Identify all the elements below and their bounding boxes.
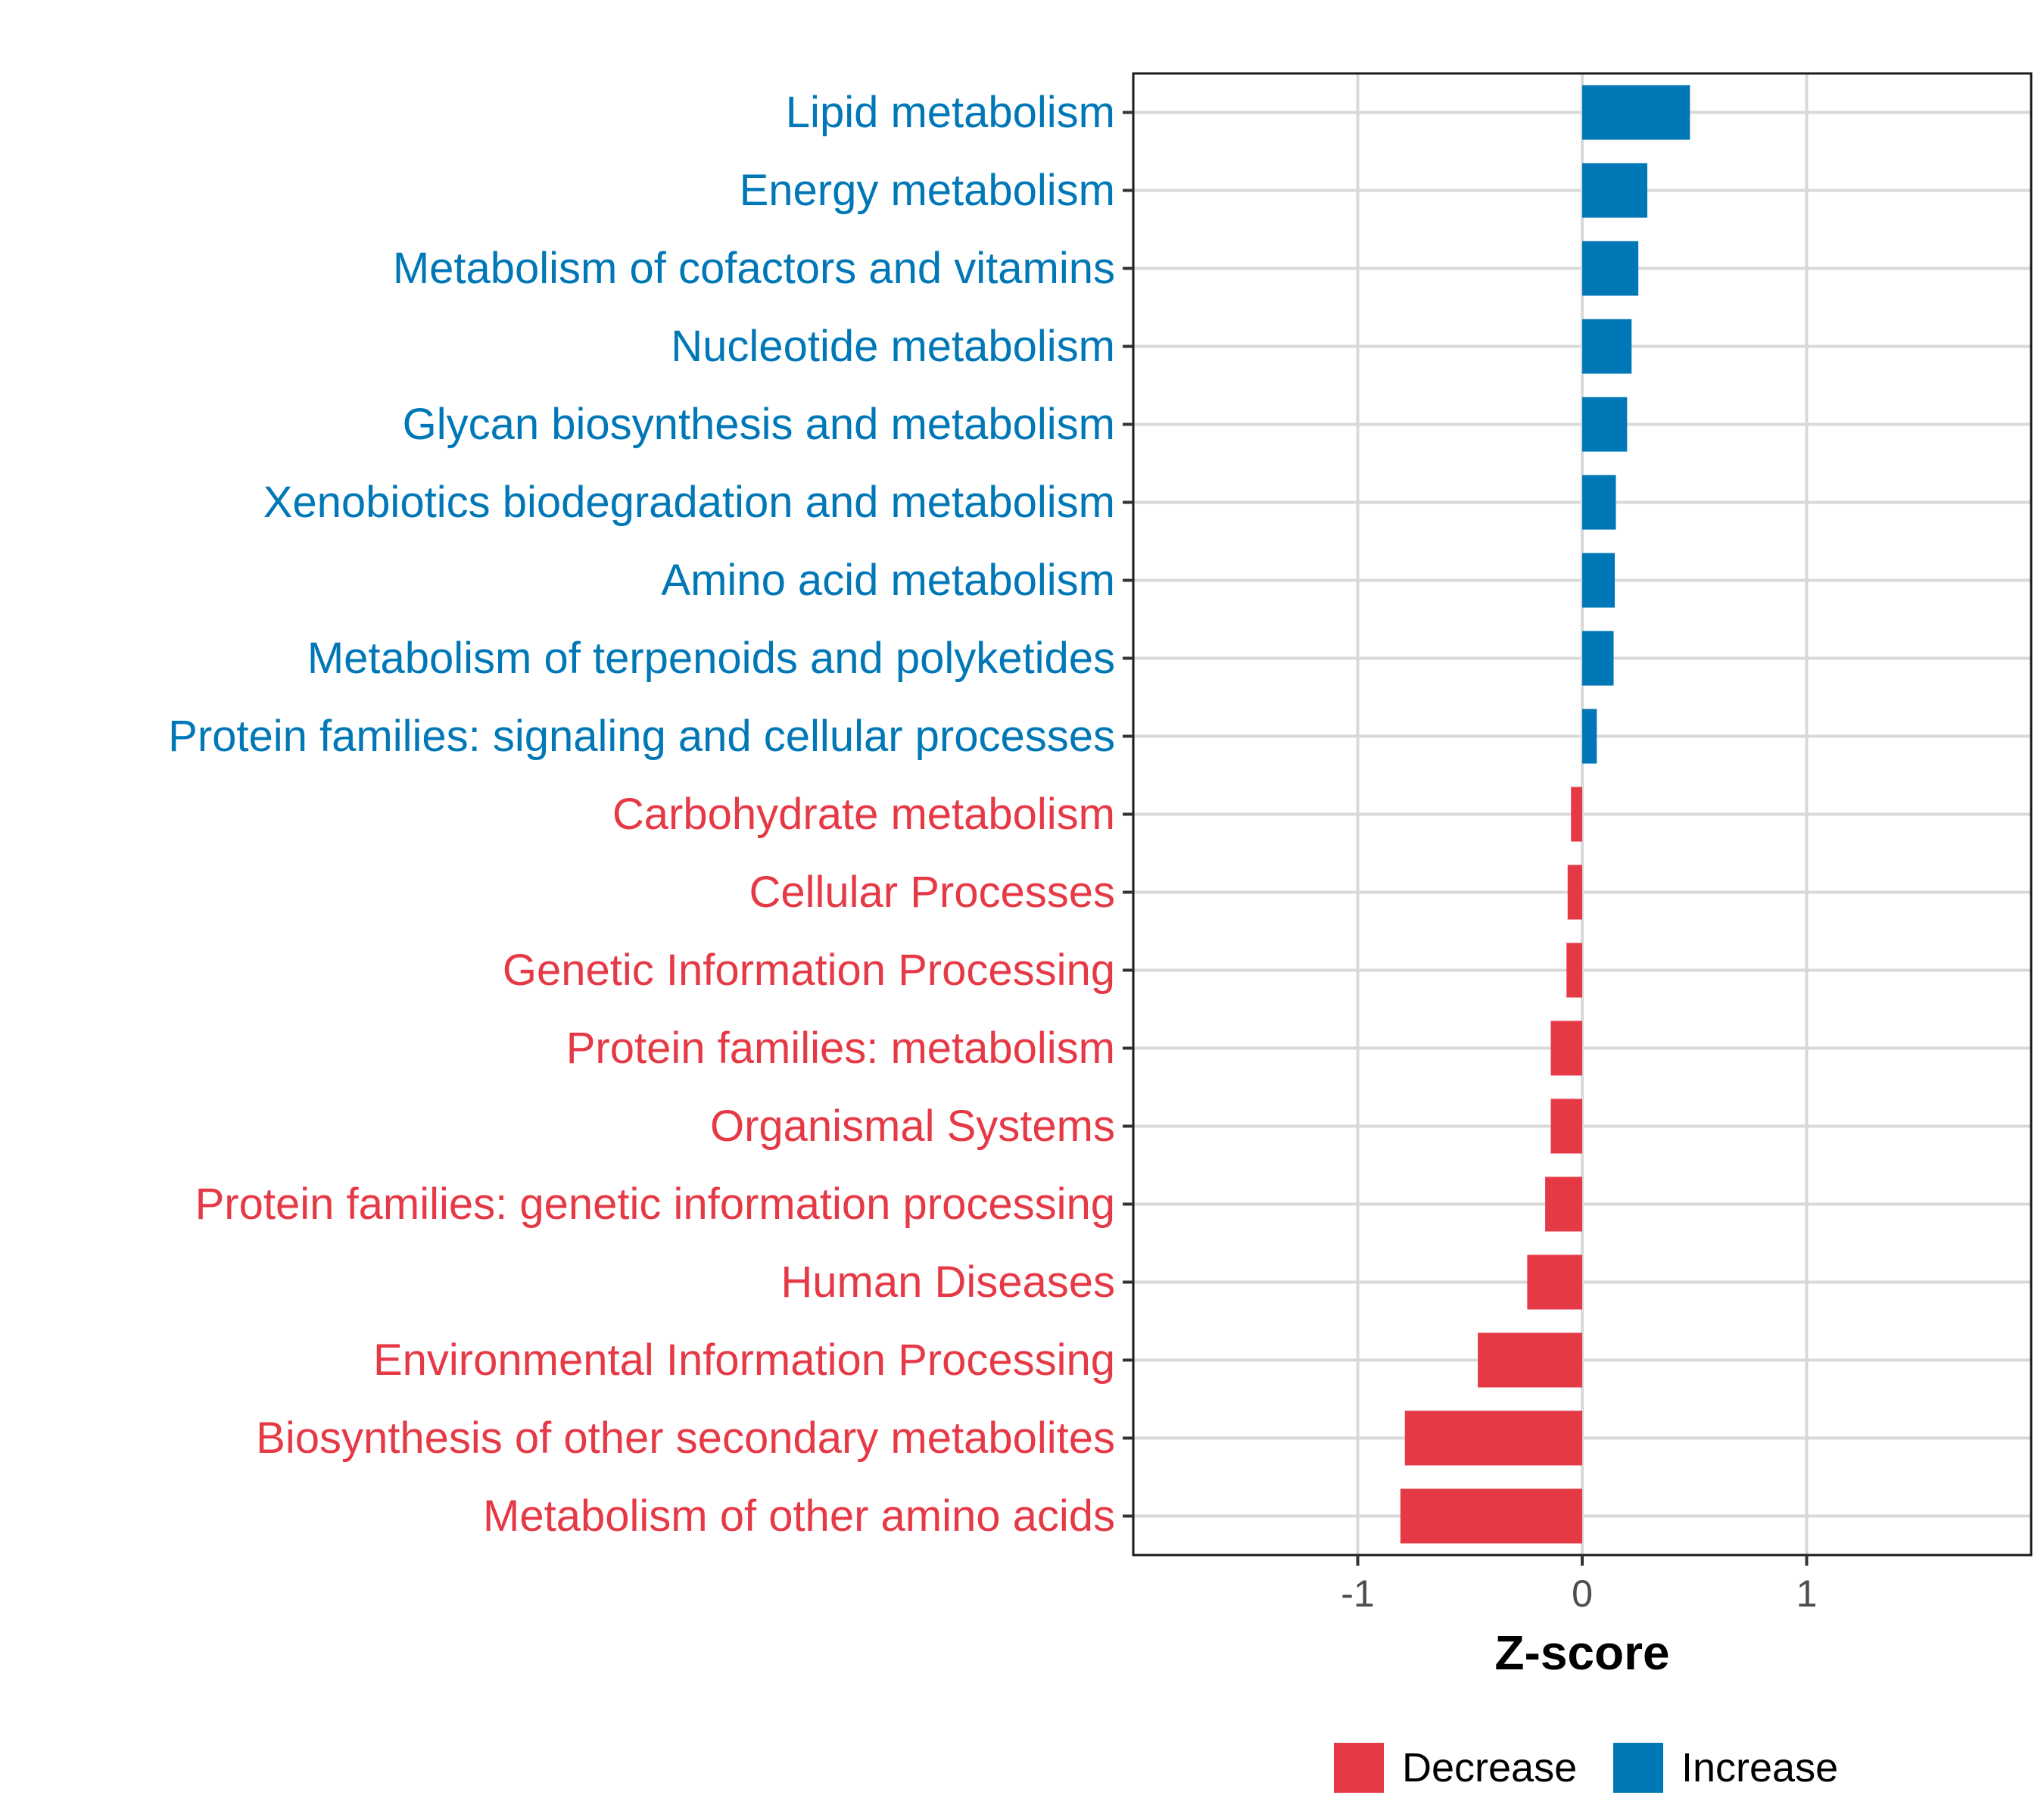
bar-increase xyxy=(1582,319,1632,374)
bar-increase xyxy=(1582,709,1597,764)
legend-label-decrease: Decrease xyxy=(1402,1745,1577,1791)
y-category-label: Metabolism of cofactors and vitamins xyxy=(393,244,1115,293)
x-axis-title: Z-score xyxy=(1494,1625,1669,1680)
bar-decrease xyxy=(1571,787,1582,842)
bar-decrease xyxy=(1550,1021,1582,1076)
bar-decrease xyxy=(1567,865,1582,920)
legend-swatch-increase xyxy=(1613,1743,1663,1793)
x-tick-label: 1 xyxy=(1796,1572,1818,1615)
bar-increase xyxy=(1582,631,1614,686)
bar-increase xyxy=(1582,241,1639,296)
bar-increase xyxy=(1582,475,1616,530)
bar-decrease xyxy=(1566,943,1582,998)
bar-decrease xyxy=(1527,1254,1582,1310)
bar-series xyxy=(1400,85,1690,1544)
y-category-label: Cellular Processes xyxy=(749,868,1115,917)
x-axis-ticks xyxy=(1356,1555,1809,1566)
legend-label-increase: Increase xyxy=(1681,1745,1838,1791)
bar-increase xyxy=(1582,163,1647,218)
y-category-label: Amino acid metabolism xyxy=(661,556,1115,605)
bar-increase xyxy=(1582,553,1615,608)
y-category-label: Human Diseases xyxy=(781,1258,1115,1307)
y-category-label: Xenobiotics biodegradation and metabolis… xyxy=(263,478,1115,527)
bar-increase xyxy=(1582,85,1690,140)
legend: Decrease Increase xyxy=(1334,1743,1838,1793)
y-category-label: Organismal Systems xyxy=(710,1102,1115,1151)
y-axis-category-labels: Lipid metabolism Energy metabolism Metabol… xyxy=(168,88,1115,1541)
bar-decrease xyxy=(1400,1488,1582,1544)
bar-decrease xyxy=(1404,1410,1582,1466)
bar-increase xyxy=(1582,397,1628,452)
y-category-label: Metabolism of other amino acids xyxy=(483,1491,1115,1541)
y-category-label: Protein families: metabolism xyxy=(566,1024,1115,1073)
x-tick-label: 0 xyxy=(1572,1572,1593,1615)
y-category-label: Metabolism of terpenoids and polyketides xyxy=(307,634,1115,683)
x-tick-label: -1 xyxy=(1341,1572,1374,1615)
y-category-label: Protein families: genetic information pr… xyxy=(195,1180,1115,1229)
y-category-label: Energy metabolism xyxy=(740,166,1115,215)
y-category-label: Biosynthesis of other secondary metaboli… xyxy=(256,1413,1115,1463)
y-category-label: Glycan biosynthesis and metabolism xyxy=(403,400,1115,449)
y-category-label: Protein families: signaling and cellular… xyxy=(168,712,1115,761)
y-category-label: Genetic Information Processing xyxy=(503,946,1115,995)
y-category-label: Carbohydrate metabolism xyxy=(612,790,1115,839)
y-category-label: Nucleotide metabolism xyxy=(671,322,1115,371)
y-category-label: Environmental Information Processing xyxy=(373,1335,1115,1385)
bar-decrease xyxy=(1545,1177,1582,1232)
x-axis-tick-labels: -1 0 1 xyxy=(1341,1572,1817,1615)
legend-swatch-decrease xyxy=(1334,1743,1384,1793)
y-category-label: Lipid metabolism xyxy=(786,88,1115,137)
bar-decrease xyxy=(1550,1099,1582,1154)
y-axis-ticks xyxy=(1123,111,1133,1518)
bar-decrease xyxy=(1478,1332,1582,1388)
